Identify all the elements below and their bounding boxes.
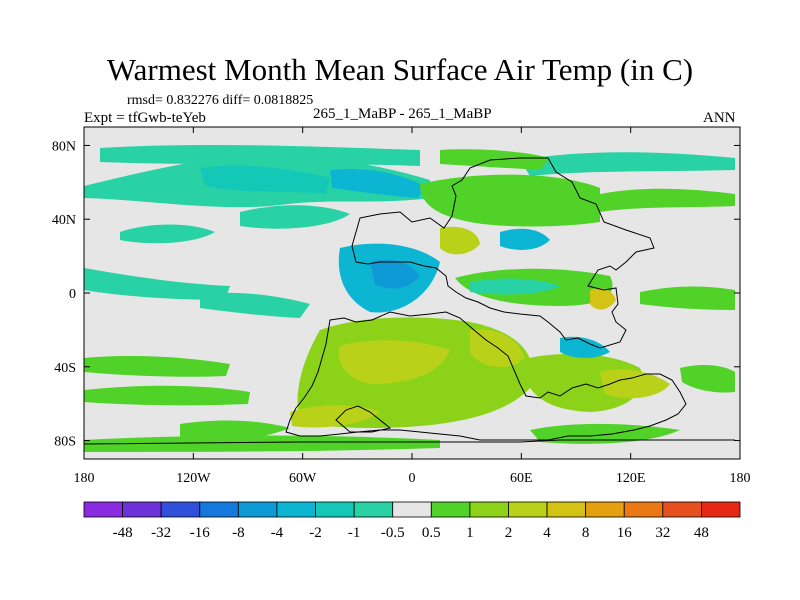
field-fills <box>84 144 735 452</box>
colorbar-swatch <box>701 501 741 518</box>
colorbar-swatch <box>160 501 201 518</box>
colorbar-swatch <box>276 501 316 518</box>
x-tick-label: 60E <box>510 471 533 486</box>
stats-text: rmsd= 0.832276 diff= 0.0818825 <box>127 93 314 108</box>
x-tick-label: 60W <box>289 471 317 486</box>
x-tick-label: 120E <box>616 471 646 486</box>
right-text: ANN <box>703 110 736 126</box>
y-tick-label: 40N <box>52 213 76 228</box>
colorbar-label: -48 <box>113 525 133 541</box>
y-tick-label: 80N <box>52 139 76 154</box>
colorbar-swatch <box>662 501 702 518</box>
y-tick-label: 0 <box>69 287 76 302</box>
x-tick-label: 0 <box>409 471 416 486</box>
colorbar-label: 16 <box>617 525 633 541</box>
colorbar-label: 8 <box>582 525 590 541</box>
colorbar-label: -16 <box>190 525 210 541</box>
colorbar-label: 2 <box>505 525 513 541</box>
colorbar: -48 -32 -16 -8 -4 -2 -1 -0.5 0.5 1 2 4 8 16 32 48 <box>83 501 741 541</box>
colorbar-swatch <box>585 501 625 518</box>
colorbar-swatch <box>430 501 471 518</box>
colorbar-label: -4 <box>271 525 284 541</box>
colorbar-swatch <box>392 501 432 518</box>
x-axis: 180 120W 60W 0 60E 120E 180 <box>74 127 751 486</box>
colorbar-label: 48 <box>694 525 709 541</box>
colorbar-label: 1 <box>466 525 474 541</box>
colorbar-swatch <box>83 501 123 518</box>
colorbar-label: -2 <box>309 525 322 541</box>
chart-title: Warmest Month Mean Surface Air Temp (in … <box>106 52 694 87</box>
colorbar-swatch <box>199 501 239 518</box>
colorbar-swatch <box>315 501 355 518</box>
colorbar-label: -8 <box>232 525 245 541</box>
experiment-text: Expt = tfGwb-teYeb <box>84 110 206 126</box>
colorbar-label: -32 <box>151 525 171 541</box>
colorbar-swatch <box>546 501 587 518</box>
colorbar-label: -0.5 <box>381 525 405 541</box>
x-tick-label: 180 <box>730 471 751 486</box>
colorbar-swatch <box>122 501 162 518</box>
colorbar-label: 32 <box>655 525 670 541</box>
x-tick-label: 120W <box>176 471 211 486</box>
center-text: 265_1_MaBP - 265_1_MaBP <box>313 106 492 122</box>
colorbar-swatch <box>508 501 548 518</box>
colorbar-label: 4 <box>543 525 551 541</box>
colorbar-swatch <box>237 501 278 518</box>
x-tick-label: 180 <box>74 471 95 486</box>
colorbar-swatch <box>353 501 394 518</box>
colorbar-swatch <box>623 501 664 518</box>
continent-outlines <box>83 157 735 445</box>
colorbar-label: 0.5 <box>422 525 441 541</box>
y-axis: 80N 40N 0 40S 80S <box>52 139 740 450</box>
colorbar-label: -1 <box>348 525 361 541</box>
colorbar-swatch <box>469 501 509 518</box>
y-tick-label: 80S <box>54 435 76 450</box>
y-tick-label: 40S <box>54 361 76 376</box>
